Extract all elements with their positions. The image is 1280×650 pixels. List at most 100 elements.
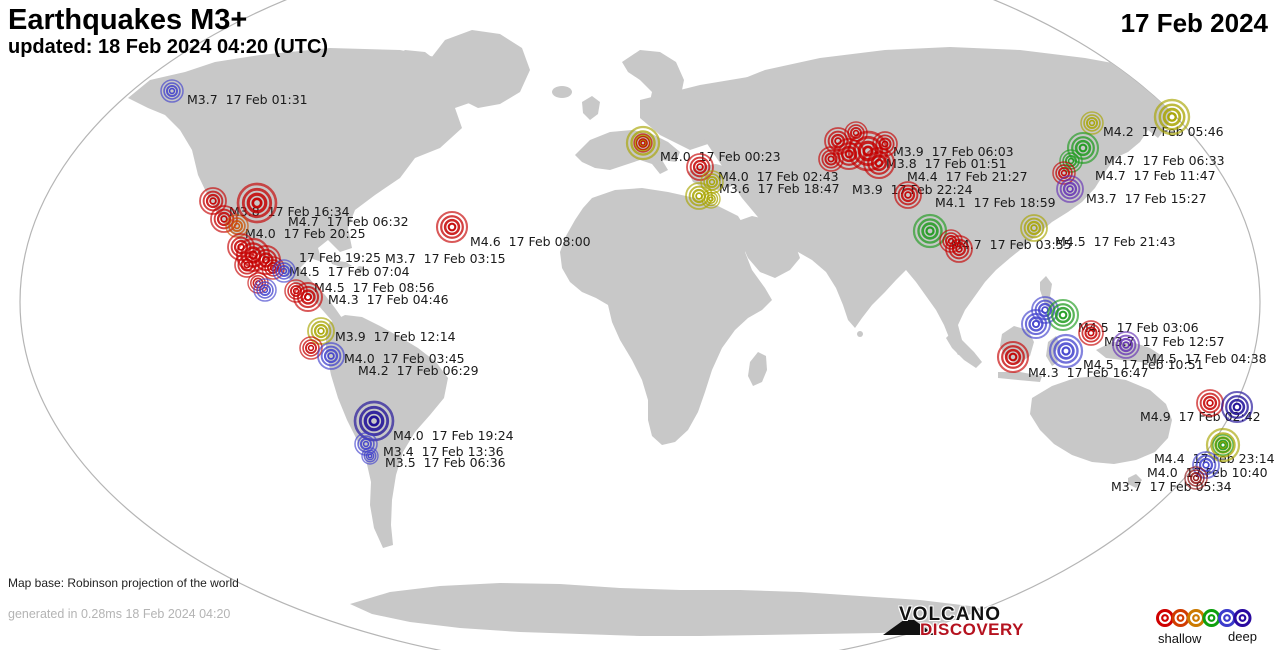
- quake-label: M4.4 17 Feb 21:27: [907, 169, 1028, 184]
- quake-label: M4.5 17 Feb 04:38: [1146, 351, 1267, 366]
- logo-text-volcano: VOLCANO: [899, 604, 1001, 625]
- legend-ring-icon-center: [1207, 614, 1216, 622]
- earthquake-marker[interactable]: [1046, 298, 1080, 332]
- quake-label: M4.7 17 Feb 06:33: [1104, 153, 1225, 168]
- earthquake-marker[interactable]: [945, 235, 973, 263]
- continent-australia: [1030, 376, 1172, 464]
- island-hispaniola: [357, 266, 363, 272]
- earthquake-marker[interactable]: [1220, 390, 1254, 424]
- earthquake-marker[interactable]: [160, 79, 184, 103]
- quake-label: M3.7 17 Feb 05:34: [1111, 479, 1232, 494]
- legend-ring-icon-center: [1223, 614, 1231, 622]
- earthquake-marker[interactable]: [894, 181, 922, 209]
- legend-ring-icon-center: [1238, 614, 1247, 622]
- quake-label: M4.5 17 Feb 07:04: [289, 264, 410, 279]
- earthquake-marker[interactable]: [701, 189, 721, 209]
- page-title: Earthquakes M3+: [8, 4, 248, 36]
- quake-label: M3.7 17 Feb 01:31: [187, 92, 308, 107]
- earthquake-marker[interactable]: [299, 336, 323, 360]
- quake-label: M4.0 17 Feb 00:23: [660, 149, 781, 164]
- earthquake-marker[interactable]: [353, 400, 395, 442]
- quake-label: M4.1 17 Feb 18:59: [935, 195, 1056, 210]
- map-date: 17 Feb 2024: [1120, 8, 1268, 38]
- volcano-discovery-logo[interactable]: VOLCANO DISCOVERY: [883, 596, 1043, 642]
- quake-label: M4.7 17 Feb 06:32: [288, 214, 409, 229]
- quake-label: M4.3 17 Feb 16:47: [1028, 365, 1149, 380]
- earthquake-marker[interactable]: [625, 125, 661, 161]
- legend-ring-icon-center: [1176, 614, 1185, 622]
- legend-ring-icon: [1202, 609, 1221, 627]
- legend-ring-icon: [1156, 609, 1174, 627]
- quake-label: M4.6 17 Feb 08:00: [470, 234, 591, 249]
- legend-label-shallow: shallow: [1158, 631, 1202, 646]
- legend-ring-icon: [1187, 609, 1205, 627]
- quake-label: M3.4 17 Feb 13:36: [383, 444, 504, 459]
- island-baffin: [388, 50, 438, 78]
- continent-south-america: [326, 315, 448, 548]
- continents-layer: [128, 30, 1238, 636]
- earthquake-marker[interactable]: [686, 153, 714, 181]
- earthquake-marker[interactable]: [633, 133, 653, 153]
- legend-ring-icon: [1233, 609, 1252, 627]
- quake-label: M3.7 17 Feb 12:57: [1104, 334, 1225, 349]
- quake-label: M3.9 17 Feb 12:14: [335, 329, 456, 344]
- island-honshu: [1096, 140, 1128, 174]
- earthquake-marker[interactable]: [1078, 320, 1104, 346]
- depth-legend-rings: [1156, 609, 1252, 627]
- island-kyushu: [1086, 174, 1098, 186]
- quake-label: M4.0 17 Feb 20:25: [245, 226, 366, 241]
- map-base-note: Map base: Robinson projection of the wor…: [8, 576, 239, 590]
- island-sri-lanka: [857, 331, 863, 337]
- legend-ring-icon-center: [1192, 614, 1200, 622]
- island-cuba: [330, 260, 352, 268]
- continent-north-america: [128, 48, 488, 322]
- depth-legend: shallow deep: [1156, 606, 1272, 648]
- quake-label: M4.7 17 Feb 11:47: [1095, 168, 1216, 183]
- earthquake-marker[interactable]: [1021, 309, 1051, 339]
- earthquake-marker[interactable]: [1066, 131, 1100, 165]
- earthquake-marker[interactable]: [862, 146, 896, 180]
- quake-label: M4.0 17 Feb 10:40: [1147, 465, 1268, 480]
- earthquake-marker[interactable]: [1056, 175, 1084, 203]
- earthquake-marker[interactable]: [1205, 427, 1241, 463]
- earthquake-marker[interactable]: [1153, 98, 1191, 136]
- earthquake-marker[interactable]: [996, 340, 1030, 374]
- quake-label: M3.6 17 Feb 18:47: [719, 181, 840, 196]
- earthquake-marker[interactable]: [317, 342, 345, 370]
- earthquake-marker[interactable]: [1112, 331, 1140, 359]
- earthquake-marker[interactable]: [1184, 466, 1208, 490]
- quake-label: M4.7 17 Feb 03:55: [951, 237, 1072, 252]
- logo-text-discovery: DISCOVERY: [920, 620, 1025, 639]
- earthquake-marker[interactable]: [253, 278, 277, 302]
- quake-label: M4.0 17 Feb 03:45: [344, 351, 465, 366]
- quake-label: M4.5 17 Feb 08:56: [314, 280, 435, 295]
- quake-label: 17 Feb 19:25: [299, 250, 381, 265]
- earthquake-marker[interactable]: [307, 317, 335, 345]
- earthquake-marker[interactable]: [272, 259, 296, 283]
- earthquake-marker[interactable]: [1212, 434, 1234, 456]
- earthquake-marker[interactable]: [435, 210, 469, 244]
- earthquake-marker[interactable]: [1080, 111, 1104, 135]
- quake-label: M3.9 17 Feb 06:03: [893, 144, 1014, 159]
- quake-label: M4.2 17 Feb 06:29: [358, 363, 479, 378]
- earthquake-marker[interactable]: [361, 447, 379, 465]
- earthquake-marker[interactable]: [234, 252, 260, 278]
- earthquake-marker[interactable]: [1020, 214, 1048, 242]
- earthquake-marker[interactable]: [872, 131, 898, 157]
- legend-ring-icon: [1218, 609, 1236, 627]
- earthquake-marker[interactable]: [236, 182, 278, 224]
- island-britain: [582, 96, 600, 120]
- earthquake-marker[interactable]: [1048, 333, 1084, 369]
- quake-label: M3.7 17 Feb 15:27: [1086, 191, 1207, 206]
- earthquake-marker[interactable]: [225, 214, 249, 238]
- earthquake-marker[interactable]: [199, 187, 227, 215]
- quake-markers-layer: [160, 79, 1254, 490]
- earthquake-marker[interactable]: [293, 282, 323, 312]
- updated-timestamp: updated: 18 Feb 2024 04:20 (UTC): [8, 36, 329, 58]
- legend-ring-icon-center: [1161, 614, 1169, 622]
- generated-note: generated in 0.28ms 18 Feb 2024 04:20: [8, 607, 231, 621]
- legend-ring-icon: [1171, 609, 1190, 627]
- island-hokkaido: [1126, 124, 1140, 138]
